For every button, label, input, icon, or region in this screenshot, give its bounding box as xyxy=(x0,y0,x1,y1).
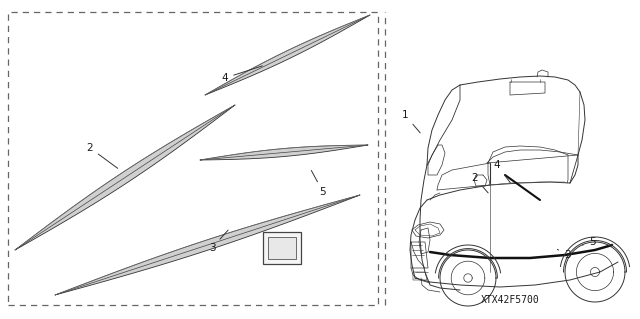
Polygon shape xyxy=(200,145,368,160)
Polygon shape xyxy=(55,195,360,295)
Text: 3: 3 xyxy=(557,249,570,260)
Bar xyxy=(8,12,378,305)
Text: 4: 4 xyxy=(493,160,510,183)
Bar xyxy=(268,237,296,259)
Polygon shape xyxy=(205,15,370,95)
Text: 2: 2 xyxy=(86,143,118,168)
Polygon shape xyxy=(15,105,235,250)
Text: 5: 5 xyxy=(582,237,595,247)
Text: 4: 4 xyxy=(221,66,262,83)
Bar xyxy=(263,232,301,264)
Text: 1: 1 xyxy=(402,110,420,133)
Text: 2: 2 xyxy=(472,173,488,193)
Text: XTX42F5700: XTX42F5700 xyxy=(481,295,540,305)
Text: 5: 5 xyxy=(311,170,326,197)
Text: 3: 3 xyxy=(209,230,228,253)
